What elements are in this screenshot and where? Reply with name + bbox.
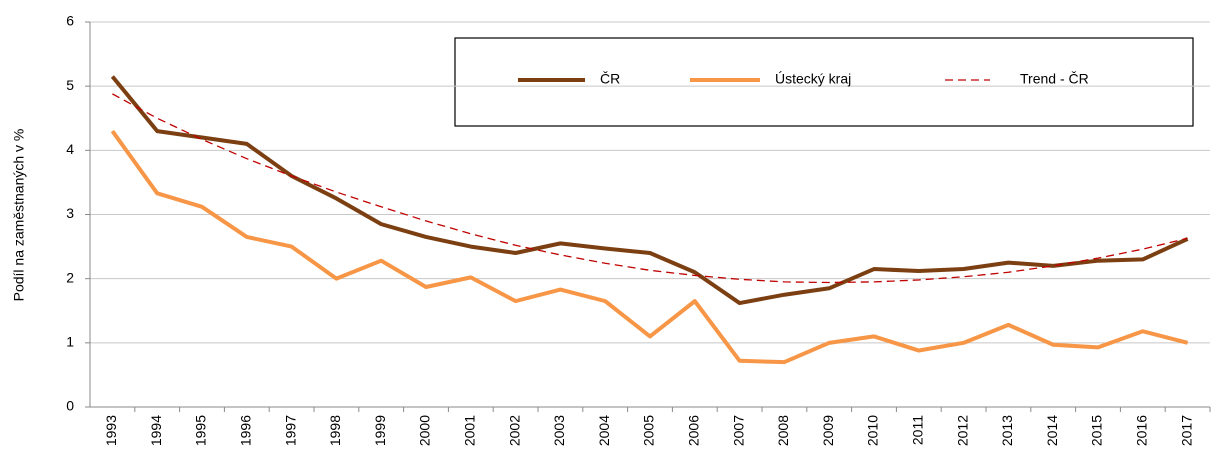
- x-tick-label: 2002: [506, 415, 522, 446]
- x-tick-label: 2011: [910, 415, 926, 445]
- x-tick-label: 1996: [238, 415, 254, 446]
- x-tick-label: 2014: [1044, 415, 1060, 446]
- y-axis-label: Podíl na zaměstnaných v %: [11, 129, 27, 302]
- x-tick-label: 2004: [596, 415, 612, 446]
- legend-label: ČR: [600, 71, 620, 87]
- line-series: [112, 93, 1188, 284]
- x-tick-label: 1993: [103, 415, 119, 446]
- y-tick-label: 4: [66, 141, 74, 157]
- x-tick-label: 1994: [148, 415, 164, 446]
- legend-label: Ústecký kraj: [775, 71, 851, 87]
- line-series: [110, 129, 1189, 365]
- x-tick-label: 1999: [372, 415, 388, 446]
- x-tick-label: 2015: [1089, 415, 1105, 446]
- x-tick-label: 1997: [282, 415, 298, 446]
- x-tick-label: 2013: [999, 415, 1015, 446]
- y-tick-label: 1: [66, 334, 74, 350]
- x-tick-label: 2000: [417, 415, 433, 446]
- x-tick-label: 2003: [551, 415, 567, 446]
- x-tick-label: 2009: [820, 415, 836, 446]
- x-tick-label: 2007: [730, 415, 746, 446]
- x-tick-label: 2006: [686, 415, 702, 446]
- x-tick-label: 2005: [641, 415, 657, 446]
- legend-label: Trend - ČR: [1020, 71, 1089, 87]
- x-tick-label: 2012: [954, 415, 970, 446]
- x-tick-label: 1998: [327, 415, 343, 446]
- y-tick-label: 5: [66, 77, 74, 93]
- x-tick-label: 2016: [1134, 415, 1150, 446]
- y-tick-label: 2: [66, 269, 74, 285]
- x-tick-label: 2017: [1178, 415, 1194, 446]
- x-tick-label: 2010: [865, 415, 881, 446]
- y-tick-label: 3: [66, 205, 74, 221]
- y-tick-label: 6: [66, 13, 74, 29]
- x-tick-label: 1995: [193, 415, 209, 446]
- y-tick-label: 0: [66, 398, 74, 414]
- x-tick-label: 2001: [462, 415, 478, 446]
- x-tick-label: 2008: [775, 415, 791, 446]
